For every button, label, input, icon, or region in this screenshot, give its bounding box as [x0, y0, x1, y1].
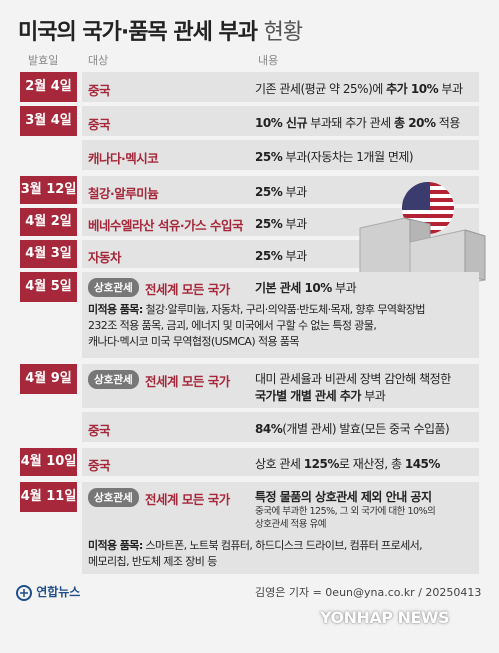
tag-badge: 상호관세 — [88, 278, 139, 297]
row-bg — [82, 72, 479, 102]
yonhap-logo: 연합뉴스 — [16, 583, 80, 601]
exclusion-note: 미적용 품목: 철강·알루미늄, 자동차, 구리·의약품·반도체·목재, 향후 … — [88, 303, 426, 316]
header-date: 발효일 — [28, 54, 59, 67]
watermark: YONHAP NEWS — [320, 608, 450, 627]
row-content: 84%(개별 관세) 발효(모든 중국 수입품) — [255, 422, 450, 436]
date-badge: 4월 2일 — [20, 208, 77, 236]
row-target: 중국 — [88, 458, 111, 473]
row-content: 기본 관세 10% 부과 — [255, 281, 357, 295]
row-target: 자동차 — [88, 250, 122, 265]
exclusion-note: 232조 적용 품목, 금괴, 에너지 및 미국에서 구할 수 없는 특정 광물… — [88, 319, 377, 332]
row-content: 10% 신규 부과돼 추가 관세 총 20% 적용 — [255, 116, 460, 130]
row-target: 전세계 모든 국가 — [145, 492, 230, 507]
exclusion-note: 캐나다·멕시코 미국 무역협정(USMCA) 적용 품목 — [88, 335, 300, 348]
date-badge: 4월 11일 — [20, 482, 77, 512]
date-badge: 4월 10일 — [20, 448, 77, 476]
row-small-note: 중국에 부과한 125%, 그 외 국가에 대한 10%의 — [255, 506, 436, 517]
row-target: 베네수엘라산 석유·가스 수입국 — [88, 218, 243, 233]
header-content: 내용 — [258, 54, 279, 67]
row-content: 국가별 개별 관세 추가 부과 — [255, 389, 386, 403]
row-content: 특정 물품의 상호관세 제외 안내 공지 — [255, 490, 432, 504]
header-target: 대상 — [88, 54, 109, 67]
date-badge: 4월 9일 — [20, 364, 77, 394]
row-content: 기존 관세(평균 약 25%)에 추가 10% 부과 — [255, 82, 463, 96]
date-badge: 4월 5일 — [20, 272, 77, 302]
page-title: 미국의 국가·품목 관세 부과 현황 — [18, 20, 303, 45]
date-badge: 3월 12일 — [20, 176, 77, 204]
row-target: 전세계 모든 국가 — [145, 282, 230, 297]
row-target: 중국 — [88, 423, 111, 438]
row-target: 캐나다·멕시코 — [88, 151, 159, 166]
row-small-note: 상호관세 적용 유예 — [255, 519, 326, 530]
row-content: 25% 부과 — [255, 185, 307, 199]
date-badge: 2월 4일 — [20, 72, 77, 102]
yonhap-logo-icon — [16, 584, 32, 601]
row-content: 25% 부과 — [255, 249, 307, 263]
row-content: 상호 관세 125%로 재산정, 총 145% — [255, 457, 440, 471]
exclusion-note: 메모리칩, 반도체 제조 장비 등 — [88, 555, 217, 568]
row-bg — [82, 364, 479, 408]
exclusion-note: 미적용 품목: 스마트폰, 노트북 컴퓨터, 하드디스크 드라이브, 컴퓨터 프… — [88, 539, 423, 552]
flag-container-illustration — [359, 182, 486, 290]
row-target: 철강·알루미늄 — [88, 186, 159, 201]
row-bg — [82, 482, 479, 574]
tag-badge: 상호관세 — [88, 370, 139, 389]
row-target: 전세계 모든 국가 — [145, 374, 230, 389]
row-target: 중국 — [88, 83, 111, 98]
row-content: 25% 부과(자동차는 1개월 면제) — [255, 150, 414, 164]
row-bg — [82, 106, 479, 136]
date-badge: 3월 4일 — [20, 106, 77, 136]
date-badge: 4월 3일 — [20, 240, 77, 268]
row-bg — [82, 272, 479, 358]
row-bg — [82, 140, 479, 170]
credit: 김영은 기자 = 0eun@yna.co.kr / 20250413 — [255, 586, 482, 599]
row-target: 중국 — [88, 117, 111, 132]
row-content: 25% 부과 — [255, 217, 307, 231]
row-bg — [82, 412, 479, 442]
tag-badge: 상호관세 — [88, 488, 139, 507]
row-bg — [82, 448, 479, 476]
row-content: 대미 관세율과 비관세 장벽 감안해 책정한 — [255, 372, 451, 386]
